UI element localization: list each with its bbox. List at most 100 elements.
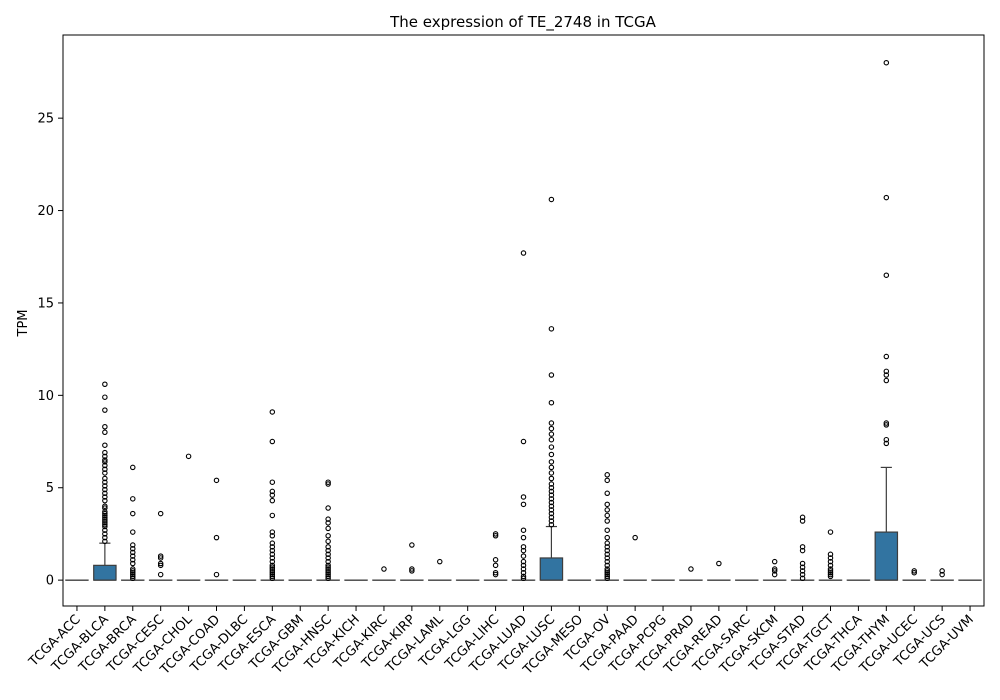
outlier-point [102, 470, 108, 476]
outlier-point [716, 560, 722, 567]
outlier-point [269, 555, 276, 561]
outlier-point [325, 538, 331, 545]
outlier-point [827, 555, 834, 561]
outlier-point [883, 59, 890, 66]
outlier-point [269, 562, 276, 569]
outlier-point [604, 562, 610, 569]
outlier-point [520, 544, 527, 550]
box-tcga-chol [176, 453, 201, 581]
outlier-point [548, 475, 555, 482]
y-tick-label: 20 [37, 204, 54, 219]
outlier-point [269, 573, 276, 580]
outlier-point [548, 326, 555, 332]
outlier-point [409, 568, 415, 574]
outlier-point [548, 503, 555, 509]
outlier-point [130, 575, 136, 582]
box-tcga-ucs [930, 568, 954, 581]
box-tcga-ucec [902, 568, 926, 581]
outlier-point [102, 453, 108, 460]
outlier-point [911, 568, 917, 574]
outlier-point [520, 494, 527, 500]
box-tcga-coad [204, 477, 229, 581]
outlier-point [548, 372, 555, 378]
outlier-point [520, 501, 527, 508]
outlier-point [130, 568, 136, 574]
outlier-point [130, 573, 136, 580]
outlier-point [604, 547, 610, 554]
box-tcga-hnsc [316, 479, 340, 582]
x-axis-ticks: TCGA-ACCTCGA-BLCATCGA-BRCATCGA-CESCTCGA-… [26, 606, 977, 678]
outlier-point [548, 464, 555, 471]
outlier-point [520, 547, 527, 554]
outlier-point [548, 496, 555, 502]
outlier-point [130, 529, 136, 535]
outlier-point [157, 553, 164, 559]
outlier-point [157, 562, 164, 569]
outlier-point [548, 518, 555, 524]
outlier-point [102, 534, 108, 541]
outlier-point [213, 571, 220, 578]
outlier-point [604, 573, 610, 580]
y-tick-label: 5 [46, 481, 54, 496]
outlier-point [911, 569, 917, 576]
outlier-point [548, 451, 555, 458]
outlier-point [157, 555, 164, 561]
outlier-point [102, 516, 108, 522]
outlier-point [799, 560, 806, 567]
outlier-point [604, 566, 610, 572]
outlier-point [520, 250, 527, 256]
outlier-point [604, 540, 610, 546]
outlier-point [269, 551, 276, 558]
outlier-point [827, 566, 834, 572]
outlier-point [102, 510, 108, 517]
outlier-point [799, 571, 806, 578]
outlier-point [130, 496, 136, 502]
box-iqr [874, 531, 899, 581]
outlier-point [492, 557, 499, 563]
outlier-point [269, 566, 276, 572]
outlier-point [409, 542, 415, 548]
outlier-point [604, 571, 610, 578]
outlier-point [102, 479, 108, 485]
outlier-point [102, 531, 108, 537]
outlier-point [130, 553, 136, 559]
outlier-point [102, 475, 108, 482]
outlier-point [269, 568, 276, 574]
y-tick-label: 10 [37, 389, 54, 404]
outlier-point [130, 571, 136, 578]
outlier-point [102, 466, 108, 473]
outlier-point [883, 194, 890, 201]
outlier-point [130, 464, 136, 471]
outlier-point [548, 492, 555, 498]
outlier-point [548, 488, 555, 495]
outlier-point [325, 547, 331, 554]
outlier-point [827, 551, 834, 558]
outlier-point [883, 422, 890, 428]
box-tcga-skcm [762, 558, 787, 581]
outlier-point [325, 562, 331, 569]
outlier-point [325, 573, 331, 580]
outlier-point [799, 547, 806, 554]
outlier-point [102, 486, 108, 493]
outlier-point [269, 438, 276, 445]
outlier-point [548, 481, 555, 487]
outlier-point [604, 507, 610, 513]
outlier-point [827, 569, 834, 576]
outlier-point [213, 477, 220, 484]
outlier-point [604, 477, 610, 484]
outlier-point [130, 560, 136, 567]
outlier-point [325, 568, 331, 574]
outlier-point [269, 529, 276, 535]
outlier-point [269, 569, 276, 576]
outlier-point [799, 514, 806, 521]
outlier-point [883, 420, 890, 426]
outlier-point [604, 558, 610, 565]
outlier-point [157, 571, 164, 578]
outlier-point [269, 544, 276, 550]
outlier-point [102, 497, 108, 504]
outlier-point [325, 505, 331, 511]
outlier-point [604, 555, 610, 561]
outlier-point [827, 529, 834, 535]
outlier-point [269, 571, 276, 578]
